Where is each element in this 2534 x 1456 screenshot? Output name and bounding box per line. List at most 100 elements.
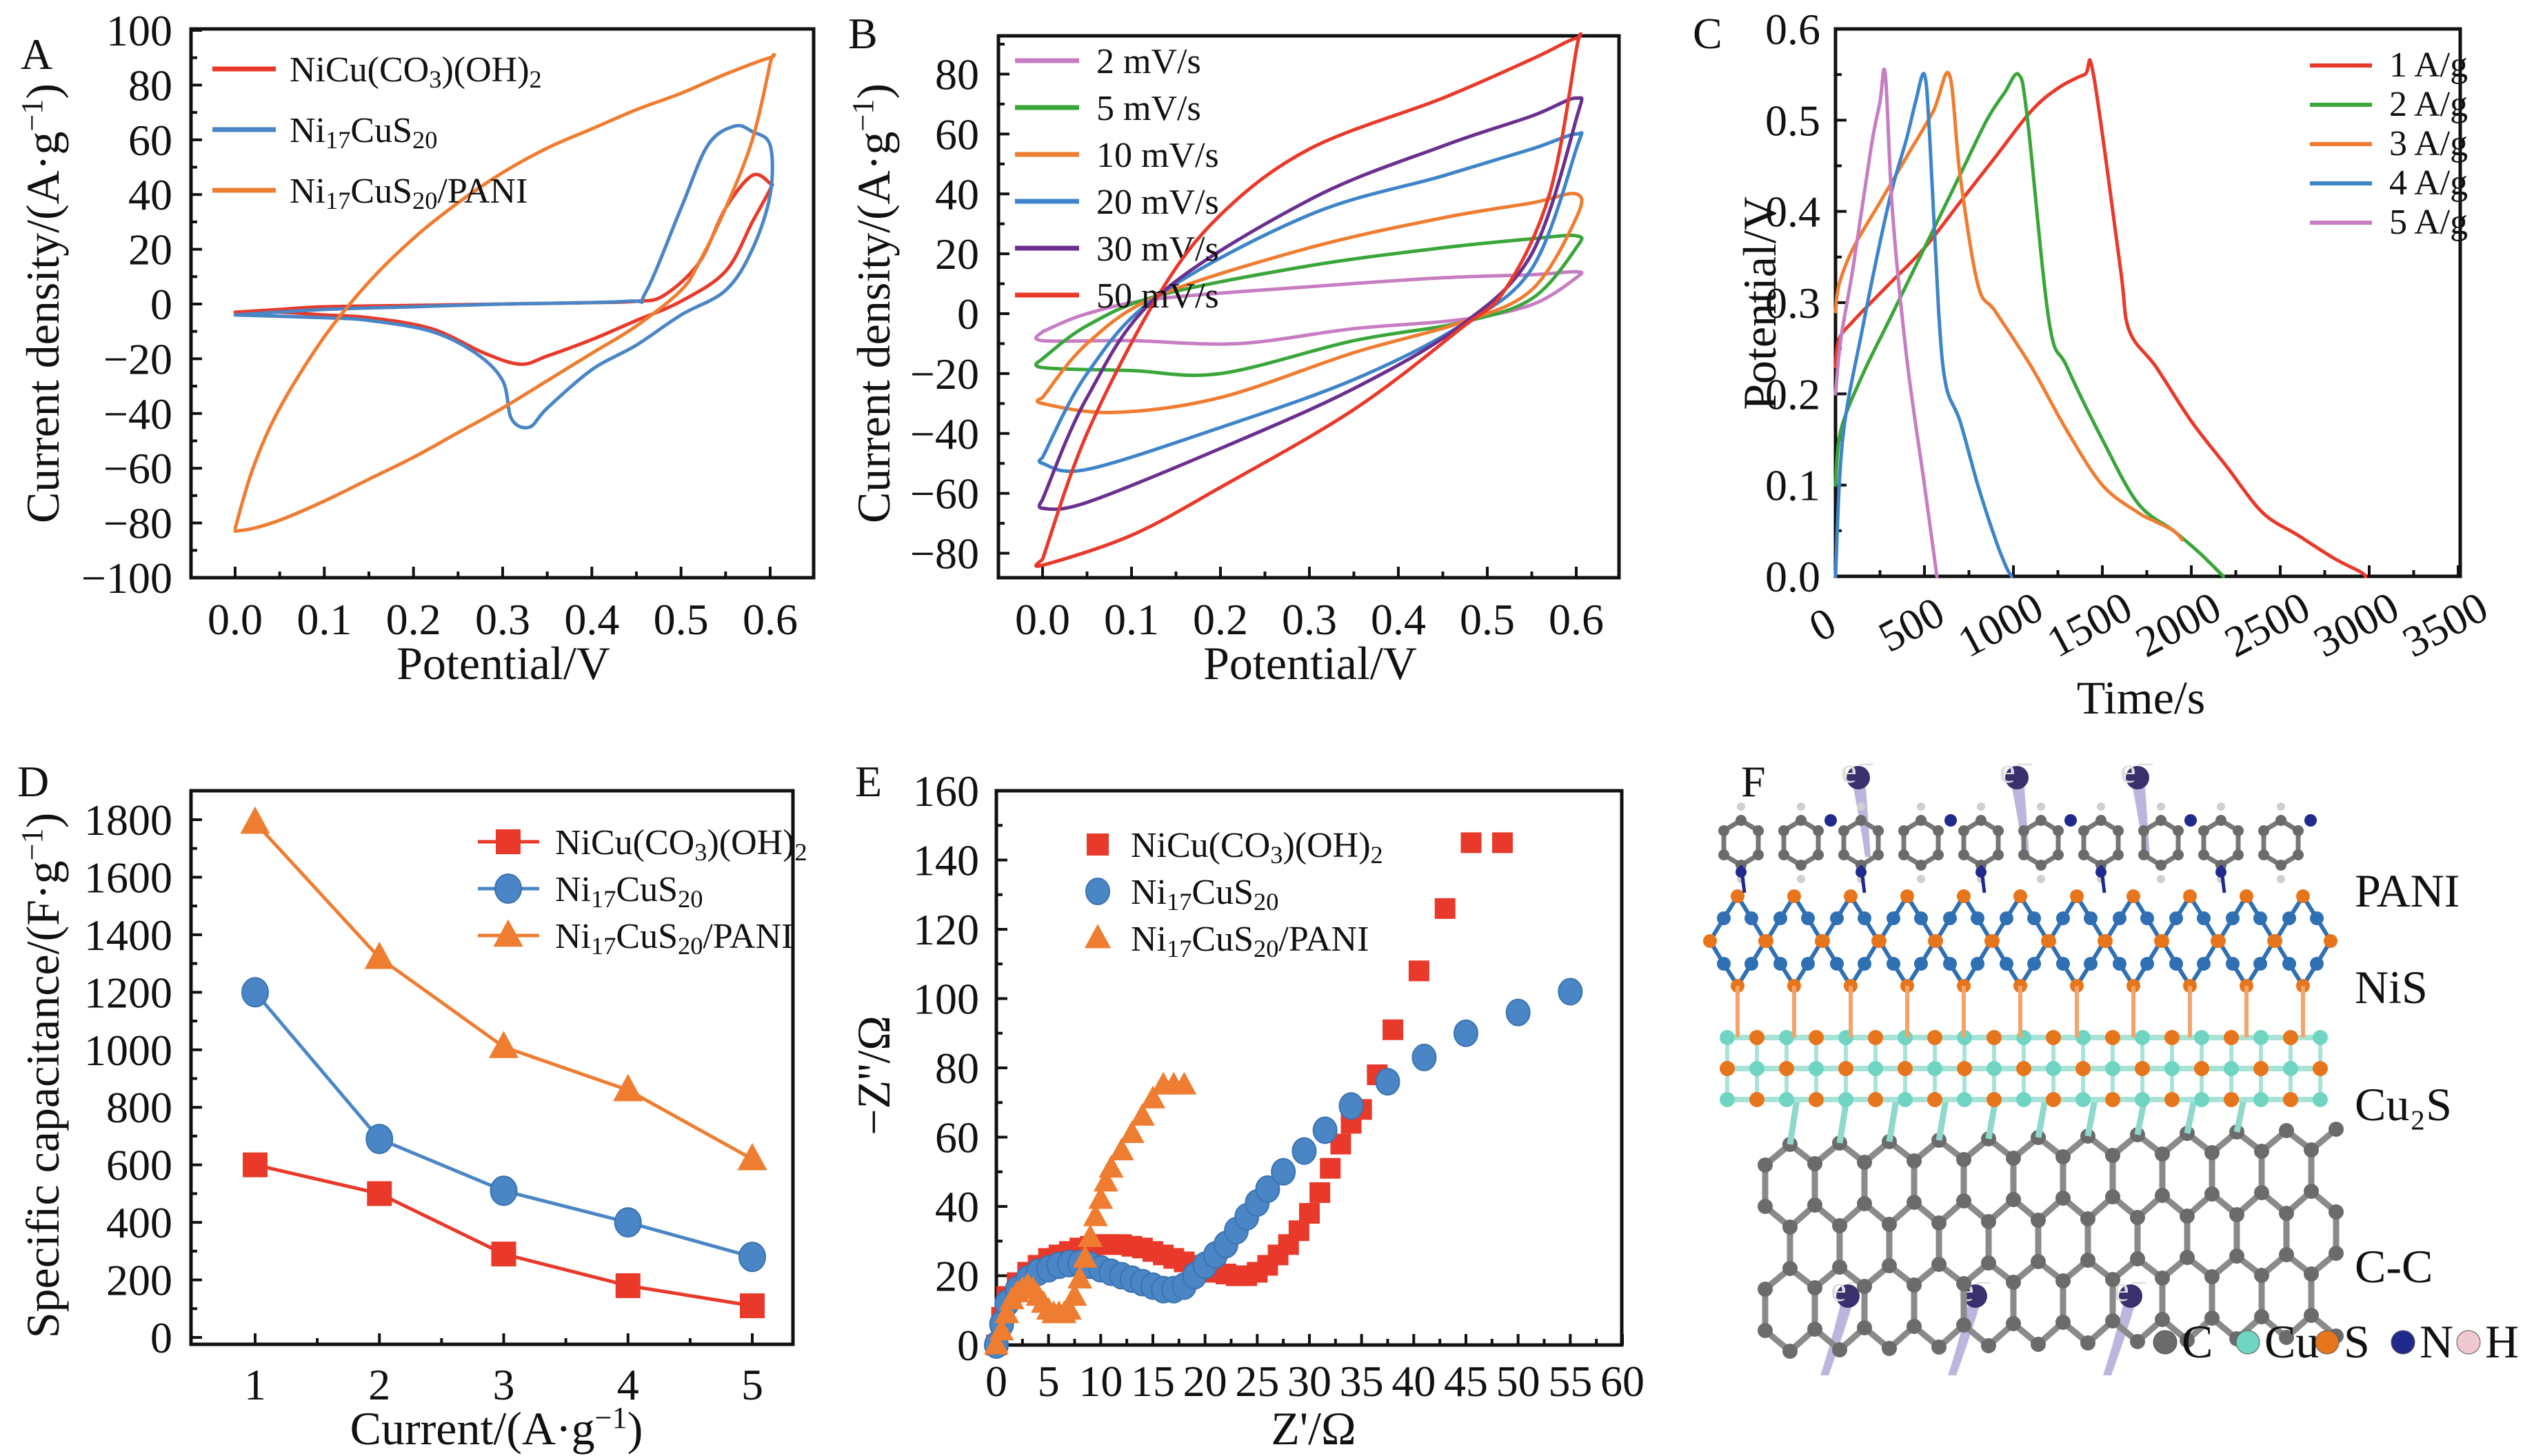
cu-atom — [1720, 1092, 1735, 1107]
legend-atom-cu-icon — [2235, 1330, 2260, 1355]
ni-atom — [1887, 911, 1900, 925]
x-axis-label: Potential/V — [396, 637, 610, 689]
ni-atom — [1717, 957, 1731, 971]
s-atom — [2313, 1061, 2328, 1076]
data-point — [614, 1207, 642, 1238]
y-tick-label: 40 — [128, 170, 172, 219]
c-atom — [1882, 1258, 1897, 1273]
cu-atom — [1957, 1092, 1972, 1107]
c-atom — [1838, 825, 1849, 836]
ni-atom — [2027, 911, 2041, 925]
c-atom — [2138, 825, 2149, 836]
electron-icon — [2126, 766, 2149, 789]
ni-atom — [2140, 911, 2154, 925]
c-atom — [1796, 815, 1807, 826]
s-atom — [2283, 1030, 2298, 1045]
electron-trail — [1820, 1296, 1855, 1375]
c-atom — [1933, 825, 1944, 836]
c-atom — [2173, 825, 2184, 836]
c-atom — [1956, 1152, 1971, 1167]
c-atom — [2055, 1273, 2071, 1288]
c-atom — [1915, 815, 1927, 826]
data-point — [1454, 1019, 1478, 1047]
legend-label: Ni17CuS20/PANI — [290, 172, 527, 214]
data-point — [738, 1242, 766, 1273]
y-tick-label: 200 — [106, 1256, 172, 1305]
c-atom — [2254, 1185, 2269, 1200]
electron-icon — [2119, 1284, 2142, 1308]
c-atom — [2229, 1248, 2244, 1264]
ni-atom — [1801, 957, 1815, 971]
ni-atom — [2113, 911, 2126, 925]
interlayer-bond — [1787, 1099, 1800, 1145]
c-atom — [2035, 860, 2047, 871]
c-atom — [2006, 1275, 2021, 1290]
data-point — [1299, 1203, 1320, 1224]
layer-nis — [1703, 889, 2337, 1038]
s-atom — [1929, 934, 1943, 948]
c-atom — [2329, 1122, 2344, 1137]
s-atom — [1731, 889, 1744, 903]
n-atom — [1944, 814, 1957, 827]
c-atom — [2006, 1151, 2021, 1166]
data-point — [1271, 1157, 1296, 1186]
y-tick-label: 160 — [913, 767, 979, 816]
c-atom — [2078, 825, 2089, 836]
series-line — [1037, 96, 1584, 512]
h-atom — [2157, 875, 2165, 883]
chart-e-nyquist-plot: 0 5 10 15 20 25 30 35 40 45 50 55 601601401201008060… — [847, 767, 1645, 1455]
data-point — [615, 1273, 641, 1298]
layer-pani — [1718, 802, 2317, 893]
y-tick-label: 40 — [935, 170, 979, 219]
legend-label: NiCu(CO3)(OH)2 — [290, 50, 542, 93]
s-atom — [2042, 934, 2056, 948]
ni-atom — [2282, 911, 2296, 925]
cu-atom — [2105, 1061, 2120, 1076]
y-tick-label: 1000 — [84, 1026, 172, 1075]
s-atom — [2105, 1030, 2120, 1045]
y-tick-label: 0.4 — [1765, 188, 1820, 236]
ni-atom — [2197, 957, 2211, 971]
layer-label-cc: C-C — [2355, 1240, 2433, 1293]
cu-atom — [2253, 1030, 2269, 1045]
s-atom — [2155, 934, 2169, 948]
h-atom — [2157, 802, 2165, 811]
x-tick-label: 4 — [617, 1360, 639, 1409]
data-point — [241, 977, 269, 1008]
legend-label: 2 A/g — [2389, 85, 2468, 124]
s-atom — [2324, 934, 2337, 948]
data-point — [240, 806, 270, 834]
c-atom — [2173, 849, 2184, 860]
legend-label: 20 mV/s — [1096, 183, 1219, 222]
c-atom — [1758, 1323, 1773, 1338]
series-line — [1833, 70, 2184, 542]
s-atom — [1987, 1030, 2002, 1045]
series-line — [1035, 192, 1584, 414]
c-atom — [1856, 815, 1867, 826]
data-point — [1109, 1138, 1134, 1161]
cu-atom — [2016, 1092, 2031, 1107]
ni-atom — [2310, 957, 2324, 971]
y-tick-label: 1400 — [84, 911, 172, 960]
n-atom — [2064, 814, 2077, 827]
legend-label: NiCu(CO3)(OH)2 — [555, 823, 807, 866]
c-atom — [2204, 1186, 2220, 1202]
c-atom — [2130, 1334, 2145, 1349]
cu-atom — [1898, 1092, 1913, 1107]
s-atom — [1844, 889, 1858, 903]
x-axis-label: Time/s — [2077, 671, 2205, 724]
s-atom — [1957, 889, 1971, 903]
s-atom — [2296, 889, 2310, 903]
x-tick-label: 2500 — [2217, 582, 2317, 667]
legend-marker — [493, 919, 523, 947]
n-atom — [1975, 867, 1987, 878]
cu-atom — [2135, 1030, 2150, 1045]
x-tick-label: 3 — [493, 1360, 515, 1409]
c-atom — [2204, 1145, 2220, 1160]
x-tick-label: 0.0 — [208, 595, 263, 644]
c-atom — [2105, 1189, 2120, 1204]
ni-atom — [2282, 957, 2296, 971]
s-atom — [2099, 934, 2113, 948]
c-atom — [1832, 1342, 1847, 1357]
